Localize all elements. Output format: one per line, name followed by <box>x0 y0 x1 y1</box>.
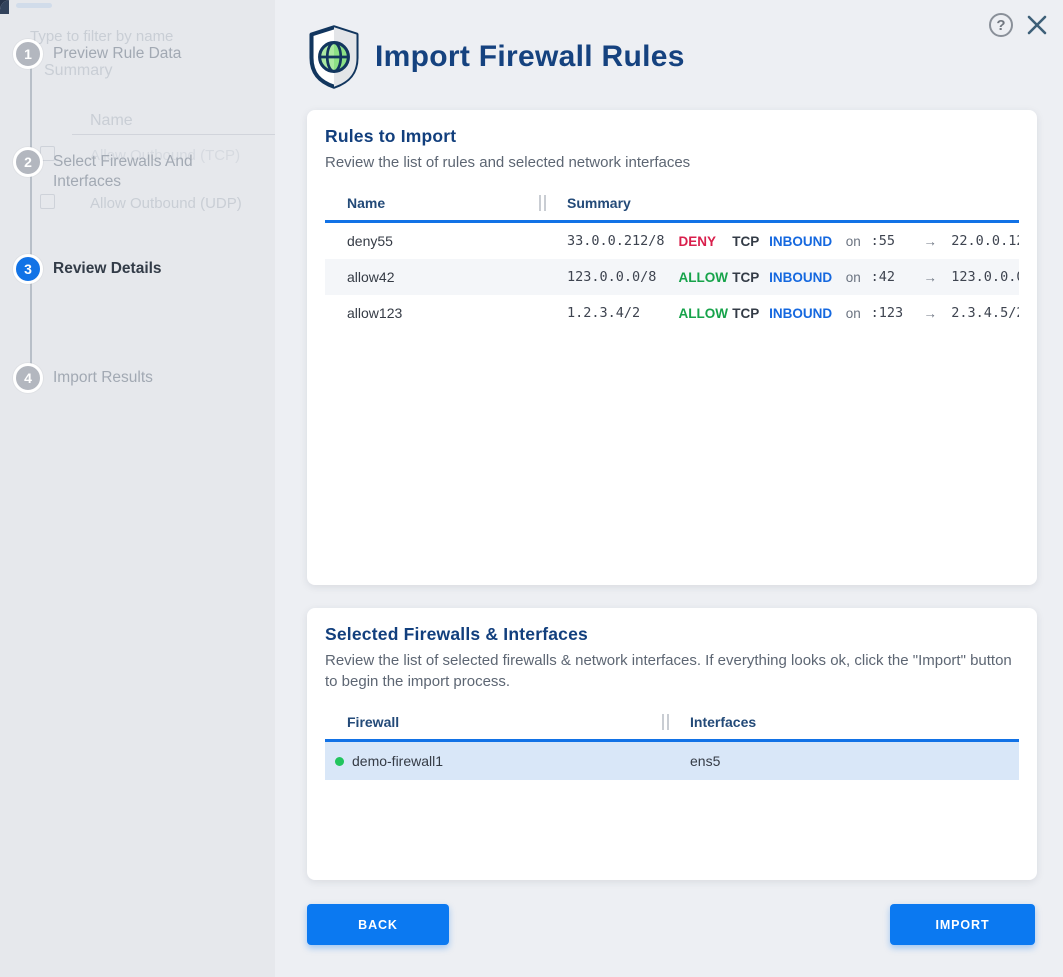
wizard-steps: 1 Preview Rule Data 2 Select Firewalls A… <box>0 0 275 977</box>
arrow-icon: → <box>923 233 937 249</box>
firewalls-table: Firewall Interfaces demo-firewall1 ens5 <box>325 706 1019 780</box>
selected-firewalls-card: Selected Firewalls & Interfaces Review t… <box>307 608 1037 880</box>
ghost-summary-label: Summary <box>44 62 113 79</box>
ghost-row-udp: Allow Outbound (UDP) <box>90 195 242 212</box>
rules-to-import-card: Rules to Import Review the list of rules… <box>307 110 1037 585</box>
rule-source: 33.0.0.212/8 <box>567 233 665 249</box>
ghost-name-header: Name <box>90 112 133 129</box>
firewall-cell: demo-firewall1 <box>325 753 666 769</box>
ghost-filter-placeholder: Type to filter by name <box>30 28 174 45</box>
firewall-interfaces: ens5 <box>690 753 721 769</box>
step-2-circle: 2 <box>13 147 43 177</box>
wizard-steps-sidebar: Type to filter by name Summary Name Allo… <box>0 0 275 977</box>
close-icon[interactable] <box>1025 13 1049 37</box>
firewalls-card-title: Selected Firewalls & Interfaces <box>325 624 588 644</box>
back-button[interactable]: BACK <box>307 904 449 945</box>
firewall-name: demo-firewall1 <box>352 753 444 769</box>
firewalls-card-subtitle: Review the list of selected firewalls & … <box>325 652 1012 690</box>
step-3-review-details[interactable]: 3 Review Details <box>13 254 238 284</box>
rule-destination: 2.3.4.5/2 <box>951 305 1019 321</box>
rule-protocol: TCP <box>732 269 760 285</box>
firewall-row[interactable]: demo-firewall1 ens5 <box>325 742 1019 780</box>
background-corner-fragment <box>0 0 9 14</box>
step-connector-line <box>30 57 32 381</box>
rules-table: Name Summary deny55 33.0.0.212/8 DENY TC… <box>325 187 1019 331</box>
rule-name: allow42 <box>347 269 395 285</box>
rule-summary: 1.2.3.4/2 ALLOW TCP INBOUND on :123 → 2.… <box>543 305 1019 321</box>
column-header-firewall[interactable]: Firewall <box>325 714 669 730</box>
rule-port: :42 <box>870 269 896 285</box>
dialog-header: Import Firewall Rules <box>307 24 685 90</box>
rule-source: 1.2.3.4/2 <box>567 305 641 321</box>
rule-port: :55 <box>870 233 896 249</box>
rule-destination: 123.0.0.0/8 <box>951 269 1019 285</box>
rule-action: ALLOW <box>678 305 729 321</box>
rules-table-header: Name Summary <box>325 187 1019 223</box>
ghost-row-tcp: Allow Outbound (TCP) <box>90 147 241 164</box>
firewalls-table-header: Firewall Interfaces <box>325 706 1019 742</box>
page-title: Import Firewall Rules <box>375 40 685 73</box>
step-1-label: Preview Rule Data <box>53 45 182 62</box>
rule-row[interactable]: deny55 33.0.0.212/8 DENY TCP INBOUND on … <box>325 223 1019 259</box>
rule-summary: 123.0.0.0/8 ALLOW TCP INBOUND on :42 → 1… <box>543 269 1019 285</box>
rule-port: :123 <box>870 305 904 321</box>
step-3-label: Review Details <box>53 260 162 277</box>
rule-action: ALLOW <box>678 269 729 285</box>
ghost-divider <box>72 134 275 135</box>
rule-protocol: TCP <box>732 305 760 321</box>
rule-name: allow123 <box>347 305 403 321</box>
rule-row[interactable]: allow123 1.2.3.4/2 ALLOW TCP INBOUND on … <box>325 295 1019 331</box>
rule-on-label: on <box>845 233 861 249</box>
rule-on-label: on <box>845 305 861 321</box>
rule-action: DENY <box>678 233 717 249</box>
step-3-circle: 3 <box>13 254 43 284</box>
import-button[interactable]: IMPORT <box>890 904 1035 945</box>
rule-name: deny55 <box>347 233 393 249</box>
step-4-import-results[interactable]: 4 Import Results <box>13 363 238 393</box>
shield-globe-icon <box>309 25 359 89</box>
rule-direction: INBOUND <box>769 269 833 285</box>
rule-protocol: TCP <box>732 233 760 249</box>
arrow-icon: → <box>923 269 937 285</box>
rule-on-label: on <box>845 269 861 285</box>
step-2-select-firewalls[interactable]: 2 Select Firewalls And Interfaces <box>13 147 238 192</box>
column-header-name[interactable]: Name <box>325 195 546 211</box>
rule-summary: 33.0.0.212/8 DENY TCP INBOUND on :55 → 2… <box>543 233 1019 249</box>
step-1-preview-rule-data[interactable]: 1 Preview Rule Data <box>13 39 238 69</box>
rule-direction: INBOUND <box>769 305 833 321</box>
rule-source: 123.0.0.0/8 <box>567 269 657 285</box>
help-icon[interactable]: ? <box>989 13 1013 37</box>
column-resize-handle[interactable] <box>662 714 669 730</box>
step-2-label: Select Firewalls And Interfaces <box>53 153 193 190</box>
rule-row[interactable]: allow42 123.0.0.0/8 ALLOW TCP INBOUND on… <box>325 259 1019 295</box>
wizard-main-panel: ? Import Firewall Rules Rules <box>275 0 1063 977</box>
step-1-circle: 1 <box>13 39 43 69</box>
background-ghost-bar <box>16 3 52 8</box>
column-header-summary[interactable]: Summary <box>567 195 631 211</box>
ghost-checkbox <box>40 194 55 209</box>
step-4-circle: 4 <box>13 363 43 393</box>
rules-card-subtitle: Review the list of rules and selected ne… <box>325 154 691 171</box>
status-dot <box>335 756 344 766</box>
column-resize-handle[interactable] <box>539 195 546 211</box>
column-header-interfaces[interactable]: Interfaces <box>690 714 757 730</box>
rule-direction: INBOUND <box>769 233 833 249</box>
rule-destination: 22.0.0.12/8 <box>951 233 1019 249</box>
step-4-label: Import Results <box>53 369 153 386</box>
arrow-icon: → <box>923 305 937 321</box>
rules-card-title: Rules to Import <box>325 126 457 146</box>
